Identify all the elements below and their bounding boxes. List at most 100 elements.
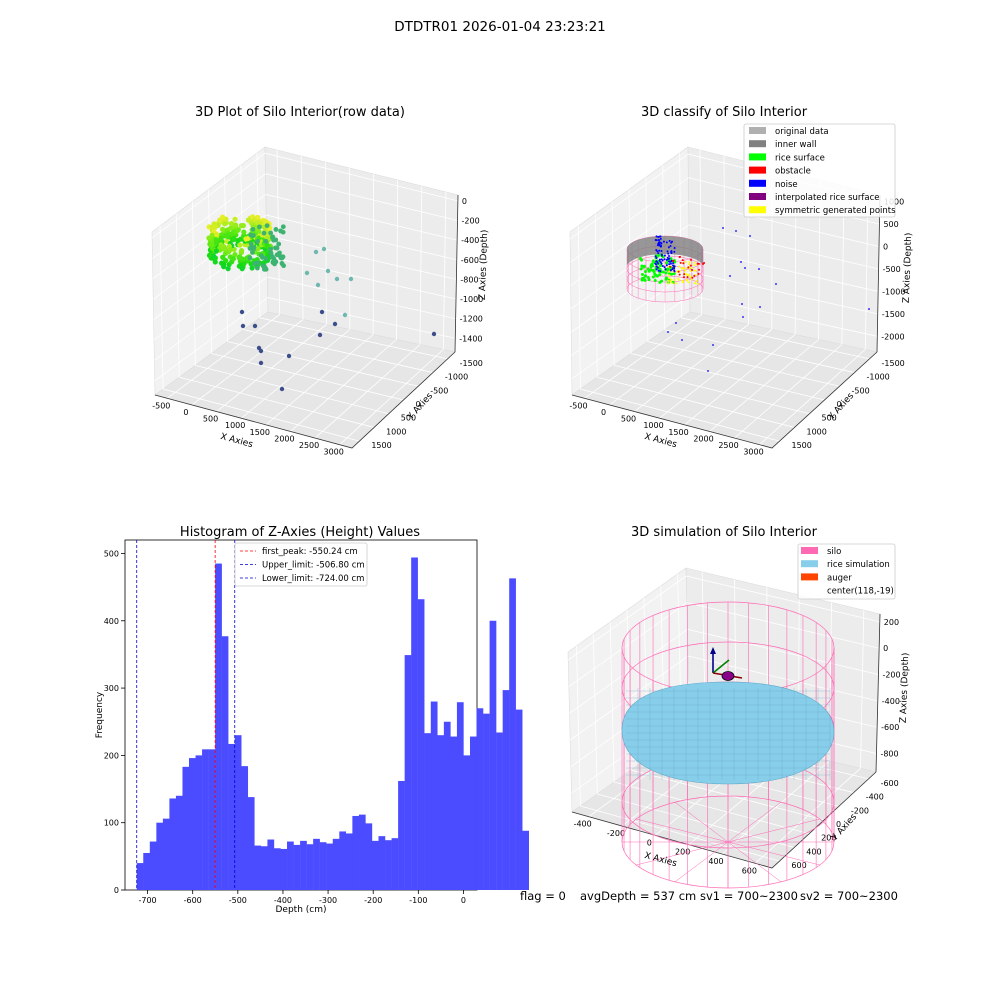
rice-surface-point: [644, 274, 648, 278]
histogram-legend-frame: [234, 542, 368, 587]
rice-surface-point: [640, 277, 644, 281]
symmetric-point: [670, 278, 673, 281]
panel-4-ytick: -600: [881, 779, 899, 788]
panel-4-legend-label: silo: [827, 547, 841, 557]
panel-1-ztick: -1000: [460, 295, 483, 304]
noise-point: [673, 247, 676, 250]
histogram-bar: [424, 733, 431, 890]
raw-data-point: [281, 263, 286, 269]
noise-point: [655, 260, 658, 263]
histogram-bar: [280, 848, 288, 890]
inner-wall-points: [627, 236, 703, 267]
histogram-bar: [398, 780, 405, 890]
noise-point: [681, 339, 683, 341]
panel-2-xtick: 500: [621, 415, 636, 424]
noise-point: [670, 260, 673, 263]
histogram-bar: [136, 863, 144, 890]
panel-2-ytick: 500: [822, 414, 837, 423]
noise-point: [663, 266, 666, 269]
panel-raw-data: 3D Plot of Silo Interior(row data) -500 0…: [151, 105, 490, 457]
raw-data-point: [221, 264, 227, 270]
histogram-bar: [215, 563, 222, 890]
panel-2-legend-swatch: [749, 140, 766, 148]
raw-data-point: [257, 224, 262, 230]
panel-2-legend-label: inner wall: [775, 140, 816, 150]
histogram-bar: [241, 766, 249, 890]
symmetric-point: [667, 282, 670, 285]
panel-1-xtick: 0: [183, 408, 188, 417]
symmetric-point: [694, 269, 697, 272]
noise-point: [673, 250, 676, 253]
noise-point: [672, 262, 675, 265]
raw-data-point: [231, 235, 237, 241]
noise-point: [659, 261, 662, 264]
noise-point: [660, 262, 663, 265]
obstacle-point: [681, 259, 684, 262]
symmetric-point: [677, 277, 680, 280]
symmetric-point: [673, 278, 676, 281]
obstacle-point: [691, 276, 694, 279]
histogram-bar: [228, 743, 235, 890]
rice-surface-point: [658, 267, 662, 271]
histogram-bar: [463, 755, 471, 890]
x-tick-label: -500: [229, 896, 247, 905]
symmetric-point: [671, 282, 674, 285]
symmetric-point: [668, 277, 671, 280]
histogram-bar: [345, 833, 353, 890]
panel-2-ytick: 1500: [792, 441, 812, 450]
noise-point: [655, 256, 658, 259]
panel-2-ytick: 0: [837, 400, 842, 409]
silo-wireframe: [727, 818, 820, 843]
panel-4-zlabel: Z Axies (Depth): [899, 653, 911, 724]
panel-2-legend-swatch: [749, 206, 766, 214]
raw-data-point: [213, 237, 219, 243]
panel-4-legend-swatch: [801, 573, 818, 581]
rice-surface-point: [639, 267, 643, 271]
raw-data-point: [227, 247, 234, 253]
symmetric-point: [678, 265, 681, 268]
raw-data-point: [219, 226, 226, 232]
histogram-bar: [469, 736, 477, 890]
noise-point: [669, 262, 672, 265]
panel-3-title: Histogram of Z-Axies (Height) Values: [180, 525, 420, 540]
noise-point: [729, 275, 731, 277]
noise-point: [656, 244, 659, 247]
noise-point: [662, 240, 665, 243]
symmetric-point: [667, 279, 670, 282]
noise-point: [722, 227, 724, 229]
raw-data-point: [228, 225, 234, 231]
silo-wireframe: [727, 841, 782, 883]
histogram-bar: [254, 845, 262, 890]
raw-data-point: [241, 229, 247, 235]
symmetric-point: [681, 281, 684, 284]
symmetric-point: [684, 261, 687, 264]
panel-1-ytick: -1000: [445, 373, 468, 382]
noise-point: [658, 241, 661, 244]
panel-2-ztick: 0: [883, 243, 888, 252]
noise-point: [868, 308, 870, 310]
histogram-bar: [195, 755, 203, 890]
histogram-bar: [189, 758, 196, 890]
panel-2-ytick: 1000: [807, 427, 827, 436]
rice-surface-point: [643, 278, 647, 282]
panel-4-legend-label: center(118,-19): [827, 587, 894, 597]
panel-4-ytick: -200: [851, 806, 869, 815]
panel-1-xtick: 2000: [274, 434, 294, 443]
x-tick-label: -100: [409, 896, 427, 905]
raw-data-point: [280, 254, 286, 260]
noise-point: [659, 237, 662, 240]
noise-point: [657, 235, 660, 238]
raw-data-point: [217, 217, 223, 223]
panel-2-ztick: -2000: [881, 332, 904, 341]
histogram-bar: [358, 814, 366, 890]
histogram-bar: [208, 749, 216, 890]
symmetric-point: [694, 273, 697, 276]
raw-data-point: [317, 332, 323, 338]
auger-arrow: [710, 647, 716, 654]
raw-data-point: [239, 266, 245, 272]
symmetric-point: [689, 275, 692, 278]
panel-4-xtick: 200: [675, 848, 690, 857]
raw-data-point: [334, 276, 340, 282]
panel-2-xtick: 2000: [693, 434, 713, 443]
raw-data-point: [209, 242, 215, 248]
